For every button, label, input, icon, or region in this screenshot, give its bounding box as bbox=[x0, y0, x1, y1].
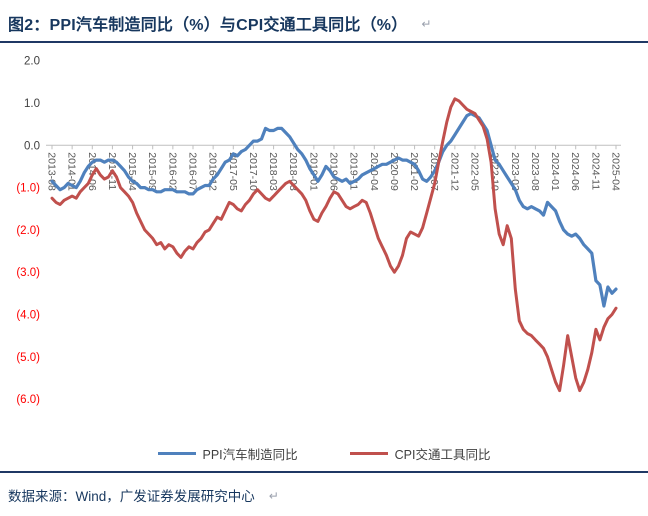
y-axis-tick-label: (6.0) bbox=[16, 394, 40, 406]
x-axis-tick-label: 2021-12 bbox=[448, 152, 460, 191]
data-source: 数据来源：Wind，广发证券发展研究中心 bbox=[8, 488, 255, 504]
legend-item-ppi: PPI汽车制造同比 bbox=[157, 444, 298, 463]
cpi-line-swatch bbox=[349, 451, 388, 455]
x-axis-tick-label: 2017-10 bbox=[247, 152, 259, 191]
x-axis-tick-label: 2016-02 bbox=[166, 152, 178, 191]
x-axis-tick-label: 2024-11 bbox=[589, 152, 601, 190]
cpi-series-line bbox=[50, 97, 618, 393]
y-axis-tick-label: (1.0) bbox=[16, 183, 40, 195]
x-axis-tick-label: 2014-01 bbox=[66, 152, 78, 191]
legend-label-ppi: PPI汽车制造同比 bbox=[202, 447, 298, 462]
paragraph-return-icon: ↵ bbox=[268, 488, 279, 503]
x-axis-tick-label: 2025-04 bbox=[610, 152, 622, 191]
figure-title: 图2：PPI汽车制造同比（%）与CPI交通工具同比（%） bbox=[8, 16, 408, 34]
y-axis-tick-label: (5.0) bbox=[16, 352, 40, 364]
x-axis-tick-label: 2017-05 bbox=[227, 152, 239, 191]
legend-label-cpi: CPI交通工具同比 bbox=[394, 447, 491, 462]
ppi-series-line bbox=[50, 111, 618, 308]
line-chart: 2.0 1.0 0.0 (1.0) (2.0) (3.0) (4.0) (5.0) (6.0) 2… bbox=[16, 56, 622, 406]
x-axis-tick-label: 2023-08 bbox=[529, 152, 541, 191]
figure-footer: 数据来源：Wind，广发证券发展研究中心 ↵ bbox=[0, 471, 648, 516]
paragraph-return-icon: ↵ bbox=[421, 16, 432, 31]
chart-legend: PPI汽车制造同比 CPI交通工具同比 bbox=[0, 435, 648, 471]
x-axis-tick-label: 2024-01 bbox=[549, 152, 561, 191]
x-axis-tick-label: 2022-05 bbox=[469, 152, 481, 191]
x-axis-tick-label: 2016-12 bbox=[207, 152, 219, 191]
x-axis-tick-label: 2015-09 bbox=[146, 152, 158, 191]
y-axis-tick-label: 0.0 bbox=[24, 140, 40, 152]
x-axis-tick-label: 2019-06 bbox=[328, 152, 340, 191]
x-axis-tick-label: 2016-07 bbox=[187, 152, 199, 191]
x-axis-tick-label: 2018-03 bbox=[267, 152, 279, 191]
x-axis-tick-label: 2020-04 bbox=[368, 152, 380, 191]
ppi-line-swatch bbox=[157, 451, 196, 455]
y-axis-tick-label: (4.0) bbox=[16, 310, 40, 322]
y-axis-tick-label: (2.0) bbox=[16, 225, 40, 237]
legend-item-cpi: CPI交通工具同比 bbox=[349, 444, 491, 463]
x-axis-tick-label: 2024-06 bbox=[569, 152, 581, 191]
figure-title-bar: 图2：PPI汽车制造同比（%）与CPI交通工具同比（%） ↵ bbox=[0, 0, 648, 43]
chart-area: 2.0 1.0 0.0 (1.0) (2.0) (3.0) (4.0) (5.0) (6.0) 2… bbox=[0, 43, 648, 471]
y-axis-tick-label: (3.0) bbox=[16, 267, 40, 279]
x-axis-tick-label: 2013-08 bbox=[46, 152, 58, 191]
y-axis-tick-label: 2.0 bbox=[24, 56, 40, 68]
y-axis-tick-label: 1.0 bbox=[24, 98, 40, 110]
